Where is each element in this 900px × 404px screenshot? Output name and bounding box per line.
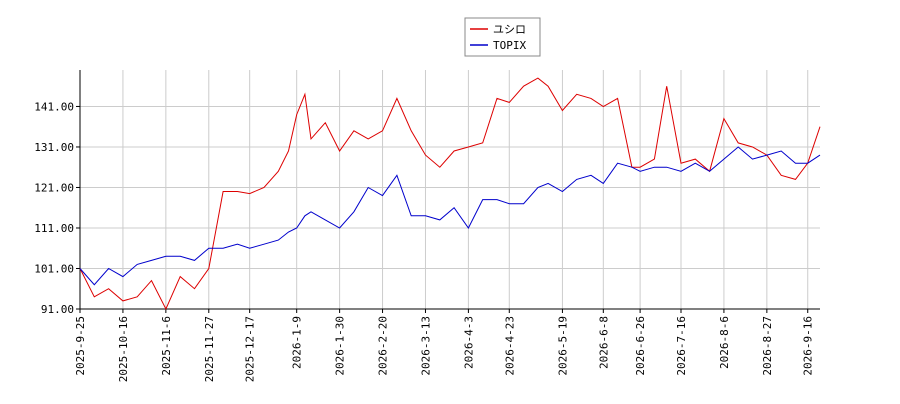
x-tick-label: 2026-4-23 <box>503 316 516 376</box>
x-tick-label: 2025-11-27 <box>203 316 216 382</box>
x-tick-label: 2026-5-19 <box>556 316 569 376</box>
series-line <box>79 77 821 311</box>
x-tick-label: 2025-9-25 <box>74 316 87 376</box>
y-tick-label: 131.00 <box>34 141 74 154</box>
y-tick-label: 121.00 <box>34 181 74 194</box>
legend-box <box>464 17 541 57</box>
x-tick-label: 2026-4-3 <box>462 316 475 369</box>
x-tick-label: 2025-11-6 <box>160 316 173 376</box>
x-tick-label: 2026-8-6 <box>718 316 731 369</box>
x-tick-label: 2026-9-16 <box>802 316 815 376</box>
x-tick-label: 2026-3-13 <box>419 316 432 376</box>
series-line <box>79 146 821 286</box>
x-tick-label: 2026-1-9 <box>291 316 304 369</box>
legend-label: ユシロ <box>493 23 526 36</box>
x-tick-label: 2026-6-8 <box>597 316 610 369</box>
legend-label: TOPIX <box>493 39 526 52</box>
x-tick-label: 2025-10-16 <box>117 316 130 382</box>
y-tick-label: 111.00 <box>34 222 74 235</box>
x-tick-label: 2026-8-27 <box>761 316 774 376</box>
x-tick-label: 2026-1-30 <box>334 316 347 376</box>
x-tick-label: 2026-7-16 <box>675 316 688 376</box>
x-tick-label: 2026-6-26 <box>634 316 647 376</box>
y-tick-label: 141.00 <box>34 100 74 113</box>
y-tick-label: 91.00 <box>41 303 74 316</box>
x-tick-label: 2025-12-17 <box>244 316 257 382</box>
y-tick-label: 101.00 <box>34 262 74 275</box>
x-tick-label: 2026-2-20 <box>377 316 390 376</box>
